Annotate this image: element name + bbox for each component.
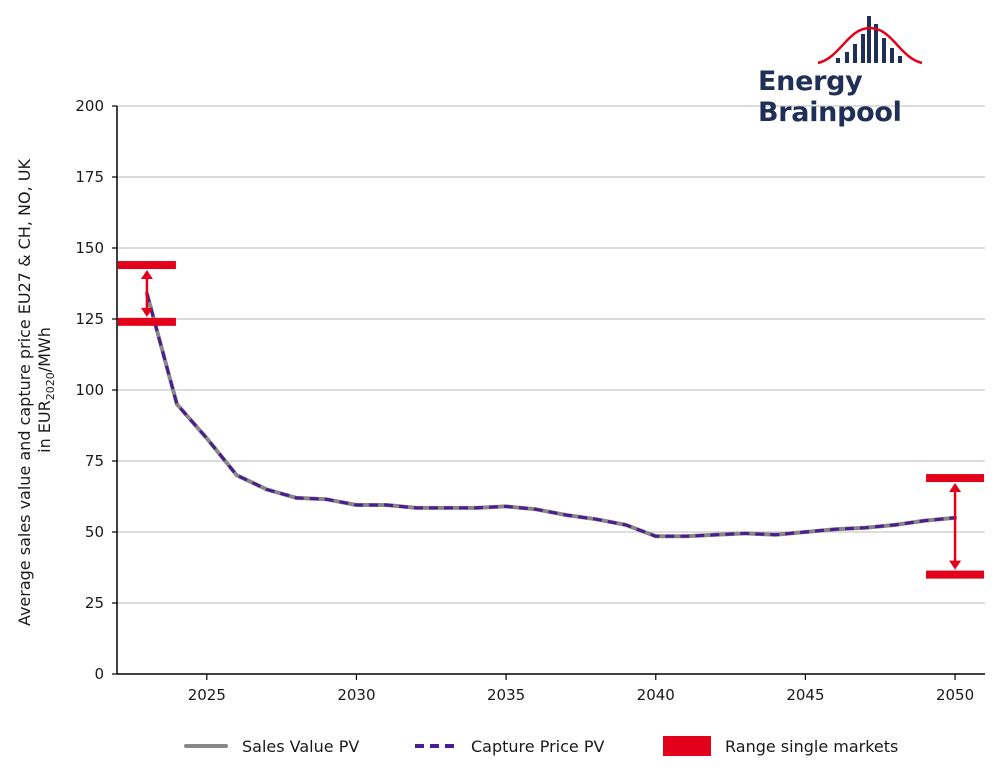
company-logo-text: Energy Brainpool bbox=[758, 66, 902, 128]
range-markers bbox=[117, 261, 985, 579]
series-line-sales-value-pv bbox=[144, 291, 958, 539]
legend-item-capture: Capture Price PV bbox=[413, 731, 604, 761]
legend-label-sales: Sales Value PV bbox=[242, 736, 360, 756]
range-low-bar bbox=[117, 317, 176, 326]
y-axis-label-line2: in EUR2020/MWh bbox=[35, 327, 57, 453]
legend-label-range: Range single markets bbox=[725, 736, 899, 756]
x-tick-label: 2040 bbox=[637, 686, 675, 704]
y-tick-label: 175 bbox=[75, 168, 104, 186]
legend-label-capture: Capture Price PV bbox=[471, 736, 605, 756]
logo-bar bbox=[898, 56, 902, 63]
range-marker-2050 bbox=[926, 474, 985, 579]
y-tick-label: 50 bbox=[85, 523, 104, 541]
y-tick-label: 150 bbox=[75, 239, 104, 257]
legend-swatch-solid-line bbox=[184, 744, 228, 748]
legend-swatch-dashed-line bbox=[415, 744, 455, 748]
logo-bar bbox=[845, 52, 849, 63]
legend-item-sales: Sales Value PV bbox=[184, 731, 359, 761]
y-axis-label: Average sales value and capture price EU… bbox=[15, 154, 57, 626]
range-marker-2023 bbox=[117, 261, 176, 326]
range-arrow-up-icon bbox=[140, 270, 153, 280]
logo-bar bbox=[882, 38, 886, 63]
bar-bell-curve-logo-icon bbox=[817, 16, 923, 65]
logo-bar bbox=[890, 48, 894, 63]
y-axis-label-line1: Average sales value and capture price EU… bbox=[15, 159, 34, 627]
range-arrow-down-icon bbox=[949, 560, 962, 570]
y-tick-label: 100 bbox=[75, 381, 104, 399]
y-tick-label: 75 bbox=[85, 452, 104, 470]
x-tick-label: 2025 bbox=[188, 686, 226, 704]
x-tick-label: 2030 bbox=[337, 686, 375, 704]
range-low-bar bbox=[926, 570, 985, 579]
x-axis-ticks: 2025 2030 2035 2040 2045 2050 bbox=[188, 674, 974, 704]
logo-bar bbox=[853, 44, 857, 63]
y-tick-label: 200 bbox=[75, 97, 104, 115]
series-lines bbox=[144, 291, 958, 539]
x-tick-label: 2050 bbox=[936, 686, 974, 704]
range-high-bar bbox=[117, 261, 176, 270]
y-tick-label: 125 bbox=[75, 310, 104, 328]
range-arrow-up-icon bbox=[949, 483, 962, 493]
axes bbox=[116, 106, 985, 675]
legend-swatch-red-box bbox=[663, 736, 711, 756]
range-arrow-down-icon bbox=[140, 307, 153, 317]
logo-curve bbox=[817, 26, 923, 65]
series-line-capture-price-pv bbox=[145, 293, 956, 538]
x-tick-label: 2035 bbox=[487, 686, 525, 704]
logo-bar bbox=[861, 34, 865, 63]
y-tick-label: 0 bbox=[94, 665, 104, 683]
logo-bar bbox=[874, 24, 878, 63]
logo-bar bbox=[867, 16, 871, 63]
legend-item-range: Range single markets bbox=[663, 731, 898, 761]
gridlines bbox=[117, 105, 985, 604]
x-tick-label: 2045 bbox=[786, 686, 824, 704]
y-tick-label: 25 bbox=[85, 594, 104, 612]
legend: Sales Value PV Capture Price PV Range si… bbox=[0, 731, 1000, 761]
y-axis-ticks: 0 25 50 75 100 125 150 175 200 bbox=[75, 97, 117, 683]
range-high-bar bbox=[926, 474, 985, 483]
logo-bar bbox=[836, 58, 840, 63]
